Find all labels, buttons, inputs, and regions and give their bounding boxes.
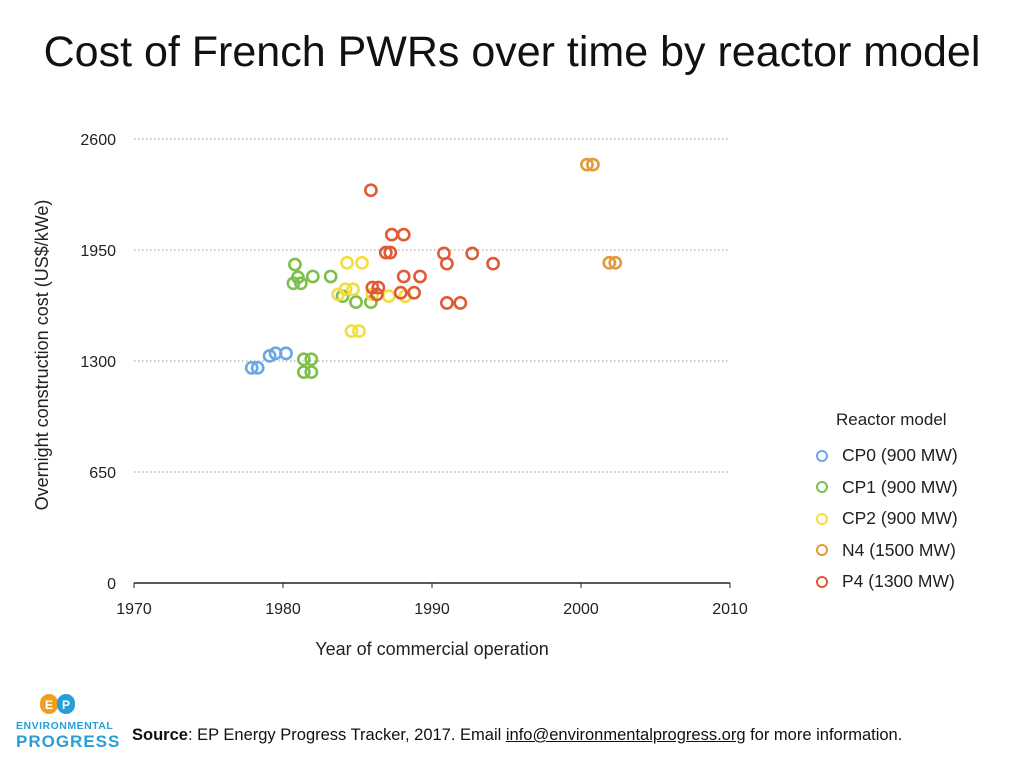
data-point <box>407 285 422 300</box>
chart-title: Cost of French PWRs over time by reactor… <box>43 28 981 76</box>
environmental-progress-logo: E P ENVIRONMENTAL PROGRESS <box>16 692 121 752</box>
y-tick-label: 1950 <box>80 243 116 260</box>
data-point <box>305 269 320 284</box>
legend-marker-icon <box>816 481 828 494</box>
legend-item: CP2 (900 MW) <box>816 503 1016 535</box>
data-point <box>293 276 308 291</box>
data-point <box>384 227 399 242</box>
data-point <box>439 296 454 310</box>
data-points <box>244 157 623 379</box>
legend-label: CP1 (900 MW) <box>842 476 958 497</box>
data-point <box>608 255 623 270</box>
x-tick-label: 2010 <box>712 601 748 618</box>
data-point <box>344 324 359 339</box>
data-point <box>371 280 386 295</box>
legend-marker-icon <box>816 575 828 588</box>
email-link[interactable]: info@environmentalprogress.org <box>505 726 746 744</box>
y-tick-label: 1300 <box>80 354 116 371</box>
svg-text:P: P <box>62 698 70 712</box>
data-point <box>304 352 319 367</box>
data-point <box>279 346 293 361</box>
x-tick-label: 1990 <box>414 601 450 618</box>
scatter-chart: 0 650 1300 1950 2600 1970 1980 1990 2000 2010 Year… <box>32 132 748 659</box>
data-point <box>396 227 411 242</box>
legend: Reactor model CP0 (900 MW) CP1 (900 MW) CP… <box>816 410 1016 598</box>
y-axis-label: Overnight construction cost (US$/kWe) <box>32 200 52 511</box>
data-point <box>453 296 468 310</box>
data-point <box>381 289 396 304</box>
legend-item: CP0 (900 MW) <box>816 440 1016 472</box>
x-tick-label: 1970 <box>116 601 152 618</box>
data-point <box>250 360 265 375</box>
data-point <box>393 285 408 300</box>
data-point <box>486 256 500 271</box>
y-tick-label: 0 <box>107 576 116 593</box>
data-point <box>352 324 366 339</box>
data-point <box>586 157 600 172</box>
data-point <box>331 287 346 302</box>
source-footer: Source: EP Energy Progress Tracker, 2017… <box>132 726 902 745</box>
data-point <box>364 183 378 198</box>
data-point <box>340 255 354 270</box>
data-point <box>369 287 384 302</box>
data-point <box>296 365 311 379</box>
legend-item: CP1 (900 MW) <box>816 472 1016 504</box>
axes: 0 650 1300 1950 2600 1970 1980 1990 2000 2010 Year… <box>32 132 748 659</box>
data-point <box>383 245 398 260</box>
data-point <box>304 365 319 379</box>
data-point <box>580 157 594 172</box>
data-point <box>396 269 411 284</box>
data-point <box>286 276 301 291</box>
legend-marker-icon <box>816 449 828 462</box>
x-axis-label: Year of commercial operation <box>315 639 548 659</box>
data-point <box>288 257 302 272</box>
ep-logo-icon: E P <box>40 694 75 714</box>
data-point <box>244 360 259 375</box>
source-label: Source <box>132 726 188 744</box>
data-point <box>413 269 427 284</box>
logo-line2: PROGRESS <box>16 732 121 751</box>
source-text: : EP Energy Progress Tracker, 2017. Emai… <box>187 726 506 744</box>
y-tick-label: 650 <box>89 465 116 482</box>
data-point <box>602 255 617 270</box>
legend-item: N4 (1500 MW) <box>816 535 1016 567</box>
source-suffix: for more information. <box>745 726 903 744</box>
data-point <box>465 246 480 261</box>
legend-label: P4 (1300 MW) <box>842 571 955 592</box>
legend-marker-icon <box>816 512 828 525</box>
grid-lines <box>134 138 730 473</box>
data-point <box>296 352 311 367</box>
legend-title: Reactor model <box>836 410 947 429</box>
legend-label: N4 (1500 MW) <box>842 539 956 560</box>
x-tick-label: 2000 <box>563 601 599 618</box>
data-point <box>439 256 454 271</box>
data-point <box>355 255 369 270</box>
data-point <box>346 282 360 297</box>
x-tick-label: 1980 <box>265 601 301 618</box>
svg-text:E: E <box>45 698 53 712</box>
logo-line1: ENVIRONMENTAL <box>16 720 114 732</box>
data-point <box>349 295 363 309</box>
legend-label: CP0 (900 MW) <box>842 445 958 466</box>
legend-label: CP2 (900 MW) <box>842 508 958 529</box>
legend-marker-icon <box>816 544 828 557</box>
data-point <box>378 245 393 260</box>
legend-item: P4 (1300 MW) <box>816 566 1016 598</box>
y-tick-label: 2600 <box>80 132 116 149</box>
legend-items: CP0 (900 MW) CP1 (900 MW) CP2 (900 MW) N4 (… <box>816 440 1016 598</box>
data-point <box>323 269 338 284</box>
